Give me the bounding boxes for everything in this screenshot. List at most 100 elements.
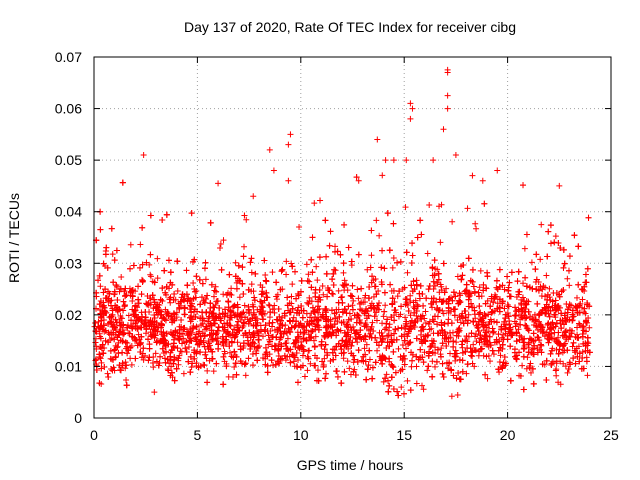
data-point xyxy=(369,273,376,280)
data-point xyxy=(271,309,278,316)
data-point xyxy=(394,293,401,300)
data-point xyxy=(449,218,456,225)
data-point xyxy=(233,285,240,292)
data-point xyxy=(129,297,136,304)
data-point xyxy=(454,273,461,280)
data-point xyxy=(293,350,300,357)
data-point xyxy=(249,350,256,357)
data-point xyxy=(310,337,317,344)
data-point xyxy=(545,228,552,235)
data-point xyxy=(523,365,530,372)
data-point xyxy=(465,311,472,318)
data-point xyxy=(308,310,315,317)
data-point xyxy=(576,350,583,357)
data-point xyxy=(210,368,217,375)
data-point xyxy=(137,241,144,248)
data-point xyxy=(390,254,397,261)
data-point xyxy=(349,282,356,289)
data-point xyxy=(232,259,239,266)
data-point xyxy=(543,272,550,279)
data-point xyxy=(566,301,573,308)
data-point xyxy=(332,243,339,250)
data-point xyxy=(349,293,356,300)
data-point xyxy=(563,327,570,334)
data-point xyxy=(424,367,431,374)
data-point xyxy=(476,284,483,291)
data-point xyxy=(121,330,128,337)
data-point xyxy=(288,260,295,267)
data-point xyxy=(124,350,131,357)
data-point xyxy=(180,335,187,342)
data-point xyxy=(535,334,542,341)
data-point xyxy=(134,326,141,333)
data-point xyxy=(253,322,260,329)
data-point xyxy=(371,313,378,320)
data-point xyxy=(240,290,247,297)
data-point xyxy=(401,361,408,368)
data-point xyxy=(330,291,337,298)
data-point xyxy=(167,299,174,306)
data-point xyxy=(373,309,380,316)
data-point xyxy=(425,286,432,293)
data-point xyxy=(569,317,576,324)
data-point xyxy=(480,281,487,288)
data-point xyxy=(442,330,449,337)
data-point xyxy=(204,379,211,386)
data-point xyxy=(384,377,391,384)
data-point xyxy=(339,293,346,300)
data-point xyxy=(409,351,416,358)
data-point xyxy=(282,357,289,364)
data-point xyxy=(545,339,552,346)
data-point xyxy=(395,345,402,352)
data-point xyxy=(555,240,562,247)
data-point xyxy=(483,285,490,292)
data-point xyxy=(147,251,154,258)
data-point xyxy=(368,279,375,286)
data-point xyxy=(583,328,590,335)
data-point xyxy=(520,182,527,189)
data-point xyxy=(356,300,363,307)
data-point xyxy=(173,309,180,316)
data-point xyxy=(260,354,267,361)
data-point xyxy=(413,353,420,360)
data-point xyxy=(147,271,154,278)
data-point xyxy=(506,279,513,286)
data-point xyxy=(198,322,205,329)
data-point xyxy=(98,359,105,366)
data-point xyxy=(177,348,184,355)
data-point xyxy=(446,360,453,367)
data-point xyxy=(585,214,592,221)
data-point xyxy=(538,221,545,228)
data-point xyxy=(402,204,409,211)
data-point xyxy=(438,345,445,352)
data-point xyxy=(210,293,217,300)
data-point xyxy=(472,220,479,227)
data-point xyxy=(394,388,401,395)
data-point xyxy=(558,310,565,317)
data-point xyxy=(300,335,307,342)
data-point xyxy=(344,358,351,365)
data-point xyxy=(382,302,389,309)
data-point xyxy=(430,278,437,285)
data-point xyxy=(503,321,510,328)
data-point xyxy=(161,315,168,322)
data-point xyxy=(269,269,276,276)
data-point xyxy=(351,330,358,337)
data-point xyxy=(227,291,234,298)
data-point xyxy=(546,313,553,320)
data-point xyxy=(505,303,512,310)
data-point xyxy=(551,239,558,246)
data-point xyxy=(229,329,236,336)
data-point xyxy=(305,271,312,278)
data-point xyxy=(369,319,376,326)
data-point xyxy=(283,271,290,278)
data-point xyxy=(368,304,375,311)
data-point xyxy=(227,349,234,356)
data-point xyxy=(244,337,251,344)
data-point xyxy=(535,318,542,325)
data-point xyxy=(488,295,495,302)
data-point xyxy=(495,331,502,338)
data-point xyxy=(341,221,348,228)
data-point xyxy=(306,278,313,285)
data-point xyxy=(319,282,326,289)
